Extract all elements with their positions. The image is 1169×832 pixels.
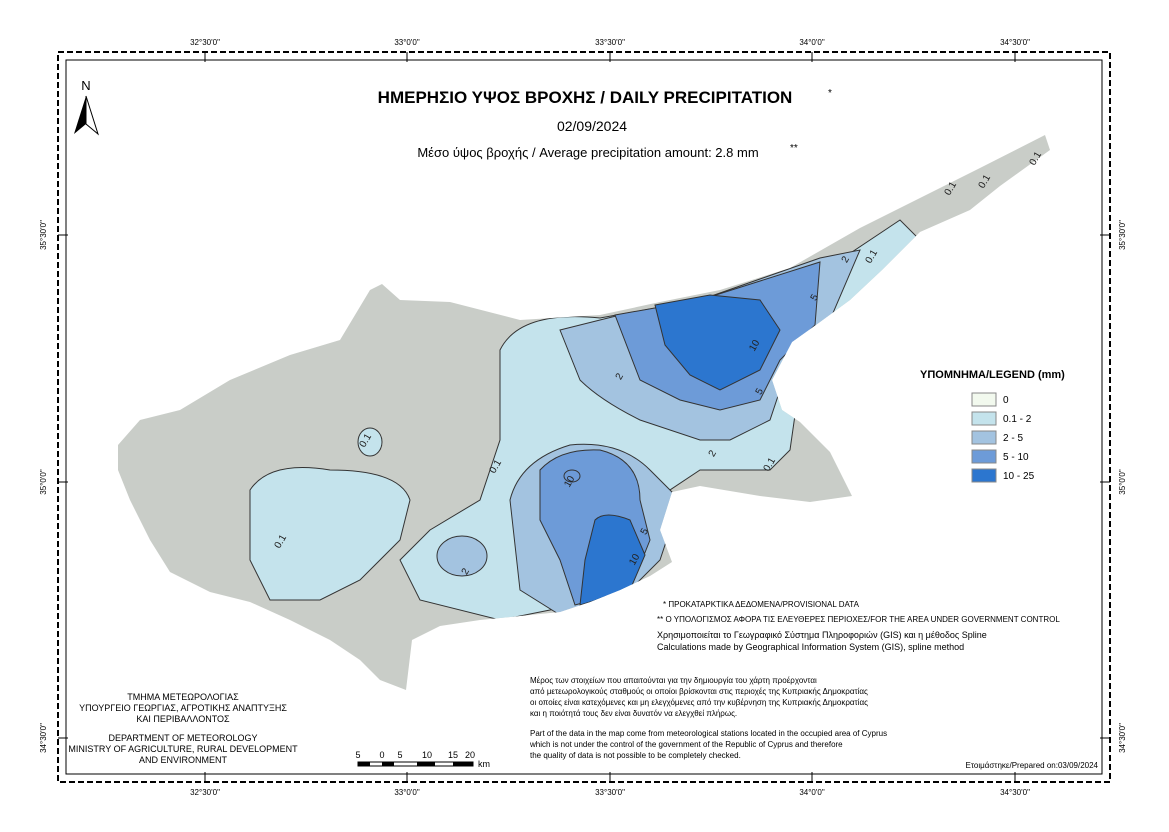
contour-label: 2 bbox=[840, 254, 853, 265]
lat-label-left: 34°30'0" bbox=[39, 723, 48, 753]
legend-label: 0.1 - 2 bbox=[1003, 414, 1032, 425]
lon-label-top: 34°0'0" bbox=[799, 38, 825, 47]
disclaimer-en: Part of the data in the map come from me… bbox=[530, 729, 887, 738]
contour-label: 10 bbox=[562, 474, 577, 490]
map-frame bbox=[57, 51, 1111, 783]
department-line: DEPARTMENT OF METEOROLOGY bbox=[108, 733, 257, 743]
lon-label-bottom: 34°30'0" bbox=[1000, 788, 1030, 797]
department-line: AND ENVIRONMENT bbox=[139, 755, 228, 765]
disclaimer-gr: Μέρος των στοιχείων που απαιτούνται για … bbox=[530, 676, 817, 685]
disclaimer-gr: από μετεωρολογικούς σταθμούς οι οποίοι β… bbox=[530, 687, 868, 696]
scale-bar-segment bbox=[382, 762, 394, 766]
legend: ΥΠΟΜΝΗΜΑ/LEGEND (mm) 0 0.1 - 2 2 - 5 5 - 10… bbox=[920, 369, 1065, 483]
scale-label: 10 bbox=[422, 750, 432, 760]
scale-bar-segment bbox=[417, 762, 435, 766]
contour-label: 2 bbox=[614, 371, 627, 382]
lon-label-top: 33°0'0" bbox=[394, 38, 420, 47]
disclaimer-en: the quality of data is not possible to b… bbox=[530, 751, 741, 760]
scale-bar-segment bbox=[358, 762, 370, 766]
disclaimer-gr: οι οποίες είναι κατεχόμενες και μη ελεγχ… bbox=[530, 698, 868, 707]
department-line: ΚΑΙ ΠΕΡΙΒΑΛΛΟΝΤΟΣ bbox=[136, 714, 230, 724]
disclaimer-gr: και η ποιότητά τους δεν είναι δυνατόν να… bbox=[530, 709, 737, 718]
north-arrow-right bbox=[85, 95, 99, 136]
lon-label-bottom: 34°0'0" bbox=[799, 788, 825, 797]
average-mark: ** bbox=[790, 143, 798, 154]
disclaimer-en: which is not under the control of the go… bbox=[529, 740, 843, 749]
lon-label-bottom: 33°0'0" bbox=[394, 788, 420, 797]
legend-swatch bbox=[971, 430, 997, 445]
department-line: ΤΜΗΜΑ ΜΕΤΕΩΡΟΛΟΓΙΑΣ bbox=[127, 692, 239, 702]
legend-swatch bbox=[971, 392, 997, 407]
note-gis: Χρησιμοποιείται το Γεωγραφικό Σύστημα Πλ… bbox=[657, 630, 987, 640]
contour-label: 5 bbox=[639, 526, 652, 537]
lat-label-right: 35°30'0" bbox=[1118, 220, 1127, 250]
legend-title: ΥΠΟΜΝΗΜΑ/LEGEND (mm) bbox=[920, 369, 1065, 381]
legend-label: 0 bbox=[1003, 395, 1009, 406]
contour-label: 5 bbox=[809, 292, 822, 303]
scale-label: 15 bbox=[448, 750, 458, 760]
department-line: MINISTRY OF AGRICULTURE, RURAL DEVELOPME… bbox=[68, 744, 298, 754]
average: Μέσο ύψος βροχής / Average precipitation… bbox=[417, 145, 758, 160]
coordinates: 32°30'0" 32°30'0" 33°0'0" 33°0'0" 33°30'0" 33… bbox=[39, 38, 1127, 797]
note-gis: Calculations made by Geographical Inform… bbox=[657, 642, 964, 652]
lon-label-bottom: 32°30'0" bbox=[190, 788, 220, 797]
north-arrow: N bbox=[74, 78, 99, 136]
department-line: ΥΠΟΥΡΓΕΙΟ ΓΕΩΡΓΙΑΣ, ΑΓΡΟΤΙΚΗΣ ΑΝΑΠΤΥΞΗΣ bbox=[79, 703, 287, 713]
zone-0-1-2-west bbox=[249, 467, 411, 601]
scale-label: 5 bbox=[397, 750, 402, 760]
north-arrow-left bbox=[74, 96, 86, 134]
date: 02/09/2024 bbox=[557, 118, 627, 134]
lat-label-right: 35°0'0" bbox=[1118, 469, 1127, 495]
lon-label-top: 33°30'0" bbox=[595, 38, 625, 47]
note-provisional: * ΠΡΟΚΑΤΑΡΚΤΙΚΑ ΔΕΔΟΜΕΝΑ/PROVISIONAL DAT… bbox=[663, 600, 860, 609]
scale-bar-segment bbox=[453, 762, 473, 766]
zone-2-5-small bbox=[436, 535, 488, 577]
scale-label: km bbox=[478, 759, 490, 769]
map-inner-frame bbox=[65, 59, 1103, 775]
note-area: ** Ο ΥΠΟΛΟΓΙΣΜΟΣ ΑΦΟΡΑ ΤΙΣ ΕΛΕΥΘΕΡΕΣ ΠΕΡ… bbox=[657, 615, 1060, 624]
contour-label: 2 bbox=[460, 566, 473, 577]
zone-5-10-small bbox=[563, 469, 581, 483]
lon-label-top: 32°30'0" bbox=[190, 38, 220, 47]
scale-label: 5 bbox=[355, 750, 360, 760]
prepared: Ετοιμάστηκε/Prepared on:03/09/2024 bbox=[966, 761, 1099, 770]
zone-0-1-2-small bbox=[357, 427, 383, 457]
legend-label: 2 - 5 bbox=[1003, 433, 1023, 444]
lat-label-left: 35°30'0" bbox=[39, 220, 48, 250]
title-mark: * bbox=[828, 88, 832, 99]
legend-label: 5 - 10 bbox=[1003, 452, 1029, 463]
north-label: N bbox=[81, 78, 90, 93]
lon-label-bottom: 33°30'0" bbox=[595, 788, 625, 797]
contour-label: 10 bbox=[747, 338, 762, 354]
scale-label: 20 bbox=[465, 750, 475, 760]
scale-label: 0 bbox=[379, 750, 384, 760]
lat-label-right: 34°30'0" bbox=[1118, 723, 1127, 753]
lon-label-top: 34°30'0" bbox=[1000, 38, 1030, 47]
title: ΗΜΕΡΗΣΙΟ ΥΨΟΣ ΒΡΟΧΗΣ / DAILY PRECIPITATI… bbox=[378, 88, 793, 107]
island bbox=[118, 135, 1050, 690]
contour-label: 5 bbox=[754, 386, 767, 397]
contour-label: 2 bbox=[707, 448, 720, 459]
legend-swatch bbox=[971, 449, 997, 464]
legend-swatch bbox=[971, 468, 997, 483]
legend-label: 10 - 25 bbox=[1003, 471, 1035, 482]
contour-label: 10 bbox=[627, 552, 642, 568]
legend-swatch bbox=[971, 411, 997, 426]
lat-label-left: 35°0'0" bbox=[39, 469, 48, 495]
